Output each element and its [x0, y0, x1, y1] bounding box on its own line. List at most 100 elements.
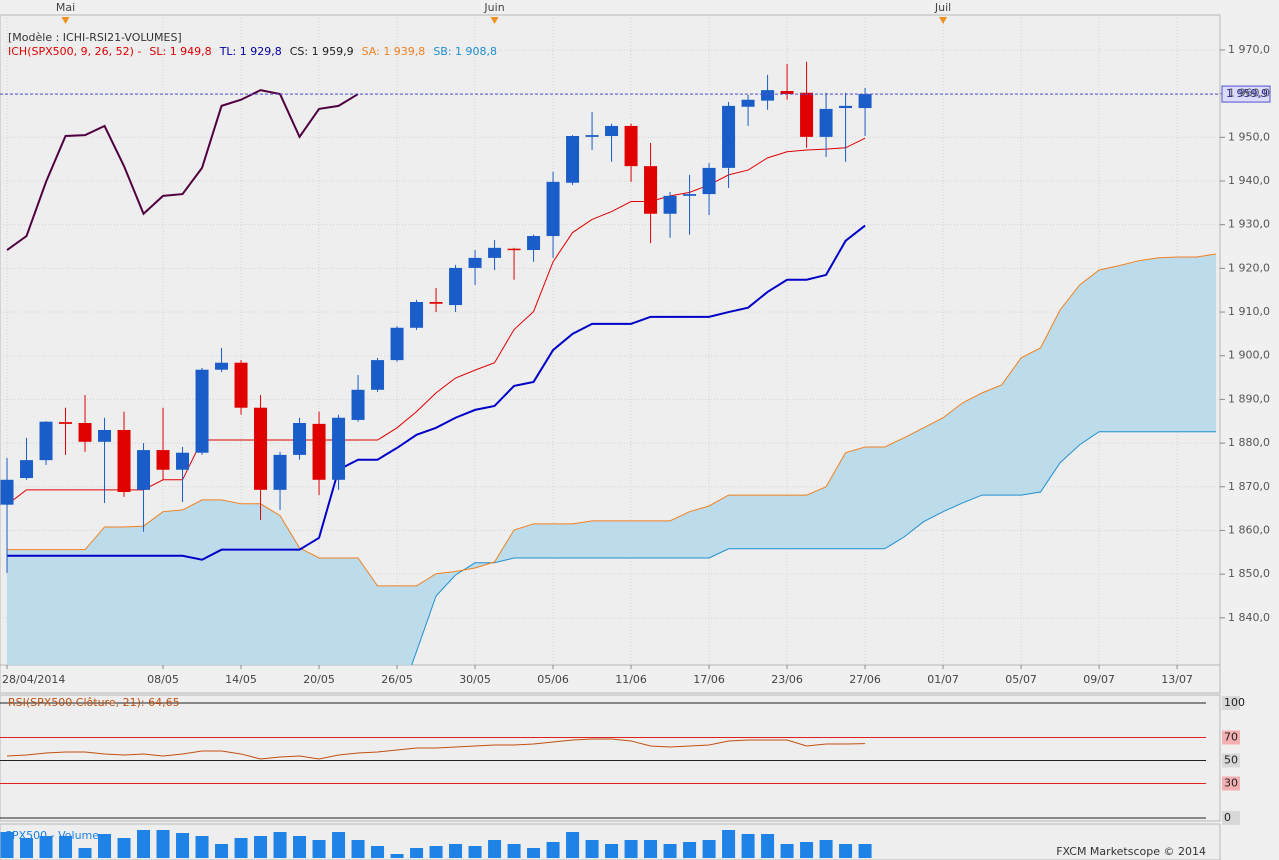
candle-body — [293, 422, 307, 455]
y-tick-label: 1 880,0 — [1228, 436, 1270, 449]
rsi-tick-label: 50 — [1224, 754, 1238, 767]
cloud-layer — [7, 253, 1217, 665]
candle-body — [0, 479, 14, 505]
candle-body — [234, 362, 248, 408]
senkou-b-line — [411, 431, 1217, 665]
legend: ICH(SPX500, 9, 26, 52) - SL: 1 949,8 TL: 1… — [8, 45, 497, 58]
y-tick-label: 1 850,0 — [1228, 567, 1270, 580]
x-tick-label: 14/05 — [225, 673, 257, 686]
volume-bar — [507, 844, 521, 858]
volume-bar — [59, 836, 73, 858]
x-tick-label: 27/06 — [849, 673, 881, 686]
volume-bar — [195, 836, 209, 858]
volume-bar — [20, 838, 34, 858]
candle-body — [644, 166, 658, 214]
y-tick-label: 1 910,0 — [1228, 305, 1270, 318]
legend-entry: SL: 1 949,8 — [149, 45, 211, 58]
volume-bar — [156, 830, 170, 858]
volume-bar — [722, 830, 736, 858]
model-label: [Modèle : ICHI-RSI21-VOLUMES] — [8, 31, 182, 44]
volume-bar — [702, 840, 716, 858]
volume-bar — [254, 836, 268, 858]
candle-body — [176, 452, 190, 470]
rsi-level-box — [1222, 776, 1240, 791]
chikou-line — [6, 89, 359, 251]
candle-body — [351, 389, 365, 420]
x-tick-label: 08/05 — [147, 673, 179, 686]
candle-body — [546, 181, 560, 237]
candle-body — [195, 369, 209, 453]
rsi-line — [6, 738, 866, 760]
volume-bar — [527, 848, 541, 858]
candle-body — [839, 105, 853, 109]
tenkan-line — [6, 137, 866, 506]
y-tick-label: 1 840,0 — [1228, 611, 1270, 624]
senkou-a-line — [7, 253, 1217, 587]
candle-body — [663, 195, 677, 214]
month-marker — [939, 17, 948, 24]
candle-body — [585, 135, 599, 137]
legend-entry: ICH(SPX500, 9, 26, 52) - — [8, 45, 141, 58]
last-price-box — [1221, 85, 1271, 103]
candle-body — [527, 236, 541, 251]
volume-bar — [410, 848, 424, 858]
candle-body — [468, 257, 482, 268]
volume-bar — [351, 840, 365, 858]
volume-layer: SPX500 - Volume — [0, 829, 872, 858]
volume-bar — [0, 832, 14, 858]
rsi-level-box — [1222, 753, 1240, 768]
legend-entry: CS: 1 959,9 — [290, 45, 354, 58]
volume-bar — [312, 840, 326, 858]
volume-bar — [215, 844, 229, 858]
volume-bar — [644, 840, 658, 858]
rsi-layer: 0 30 50 70 100 — [0, 696, 1245, 825]
legend-entry: TL: 1 929,8 — [219, 45, 282, 58]
month-label: Juin — [483, 1, 504, 14]
volume-bar — [546, 842, 560, 858]
volume-bar — [449, 844, 463, 858]
volume-bar — [273, 832, 287, 858]
volume-bar — [117, 838, 131, 858]
rsi-level-box — [1222, 730, 1240, 745]
candle-body — [605, 125, 619, 137]
y-tick-label: 1 930,0 — [1228, 218, 1270, 231]
month-label: Juil — [934, 1, 951, 14]
x-tick-label: 01/07 — [927, 673, 959, 686]
candle-body — [449, 267, 463, 306]
candle-body — [624, 125, 638, 167]
candle-body — [410, 301, 424, 328]
y-tick-label: 1 970,0 — [1228, 43, 1270, 56]
candle-body — [507, 248, 521, 251]
legend-entry: SB: 1 908,8 — [433, 45, 497, 58]
y-tick-label: 1 870,0 — [1228, 480, 1270, 493]
volume-bar — [819, 840, 833, 858]
month-marker — [61, 17, 70, 24]
rsi-tick-label: 100 — [1224, 696, 1245, 709]
x-tick-label: 11/06 — [615, 673, 647, 686]
candle-body — [39, 421, 53, 461]
x-tick-label: 28/04/2014 — [2, 673, 65, 686]
candle-body — [566, 136, 580, 183]
candle-body — [761, 90, 775, 101]
x-tick-label: 30/05 — [459, 673, 491, 686]
volume-bar — [176, 833, 190, 858]
candle-body — [429, 301, 443, 304]
candle-body — [741, 99, 755, 107]
rsi-level-box — [1222, 811, 1240, 825]
legend-entry: SA: 1 939,8 — [362, 45, 426, 58]
last-price-label: 1 959,9 — [1226, 87, 1268, 100]
y-tick-label: 1 960,0 — [1228, 87, 1270, 100]
candle-body — [273, 454, 287, 490]
x-tick-label: 20/05 — [303, 673, 335, 686]
rsi-tick-label: 30 — [1224, 777, 1238, 790]
candle-body — [683, 194, 697, 196]
x-tick-label: 26/05 — [381, 673, 413, 686]
volume-bar — [585, 840, 599, 858]
candle-body — [215, 362, 229, 370]
y-tick-label: 1 950,0 — [1228, 130, 1270, 143]
line-layer — [6, 89, 1217, 665]
x-tick-label: 09/07 — [1083, 673, 1115, 686]
month-marker — [490, 17, 499, 24]
y-tick-label: 1 940,0 — [1228, 174, 1270, 187]
